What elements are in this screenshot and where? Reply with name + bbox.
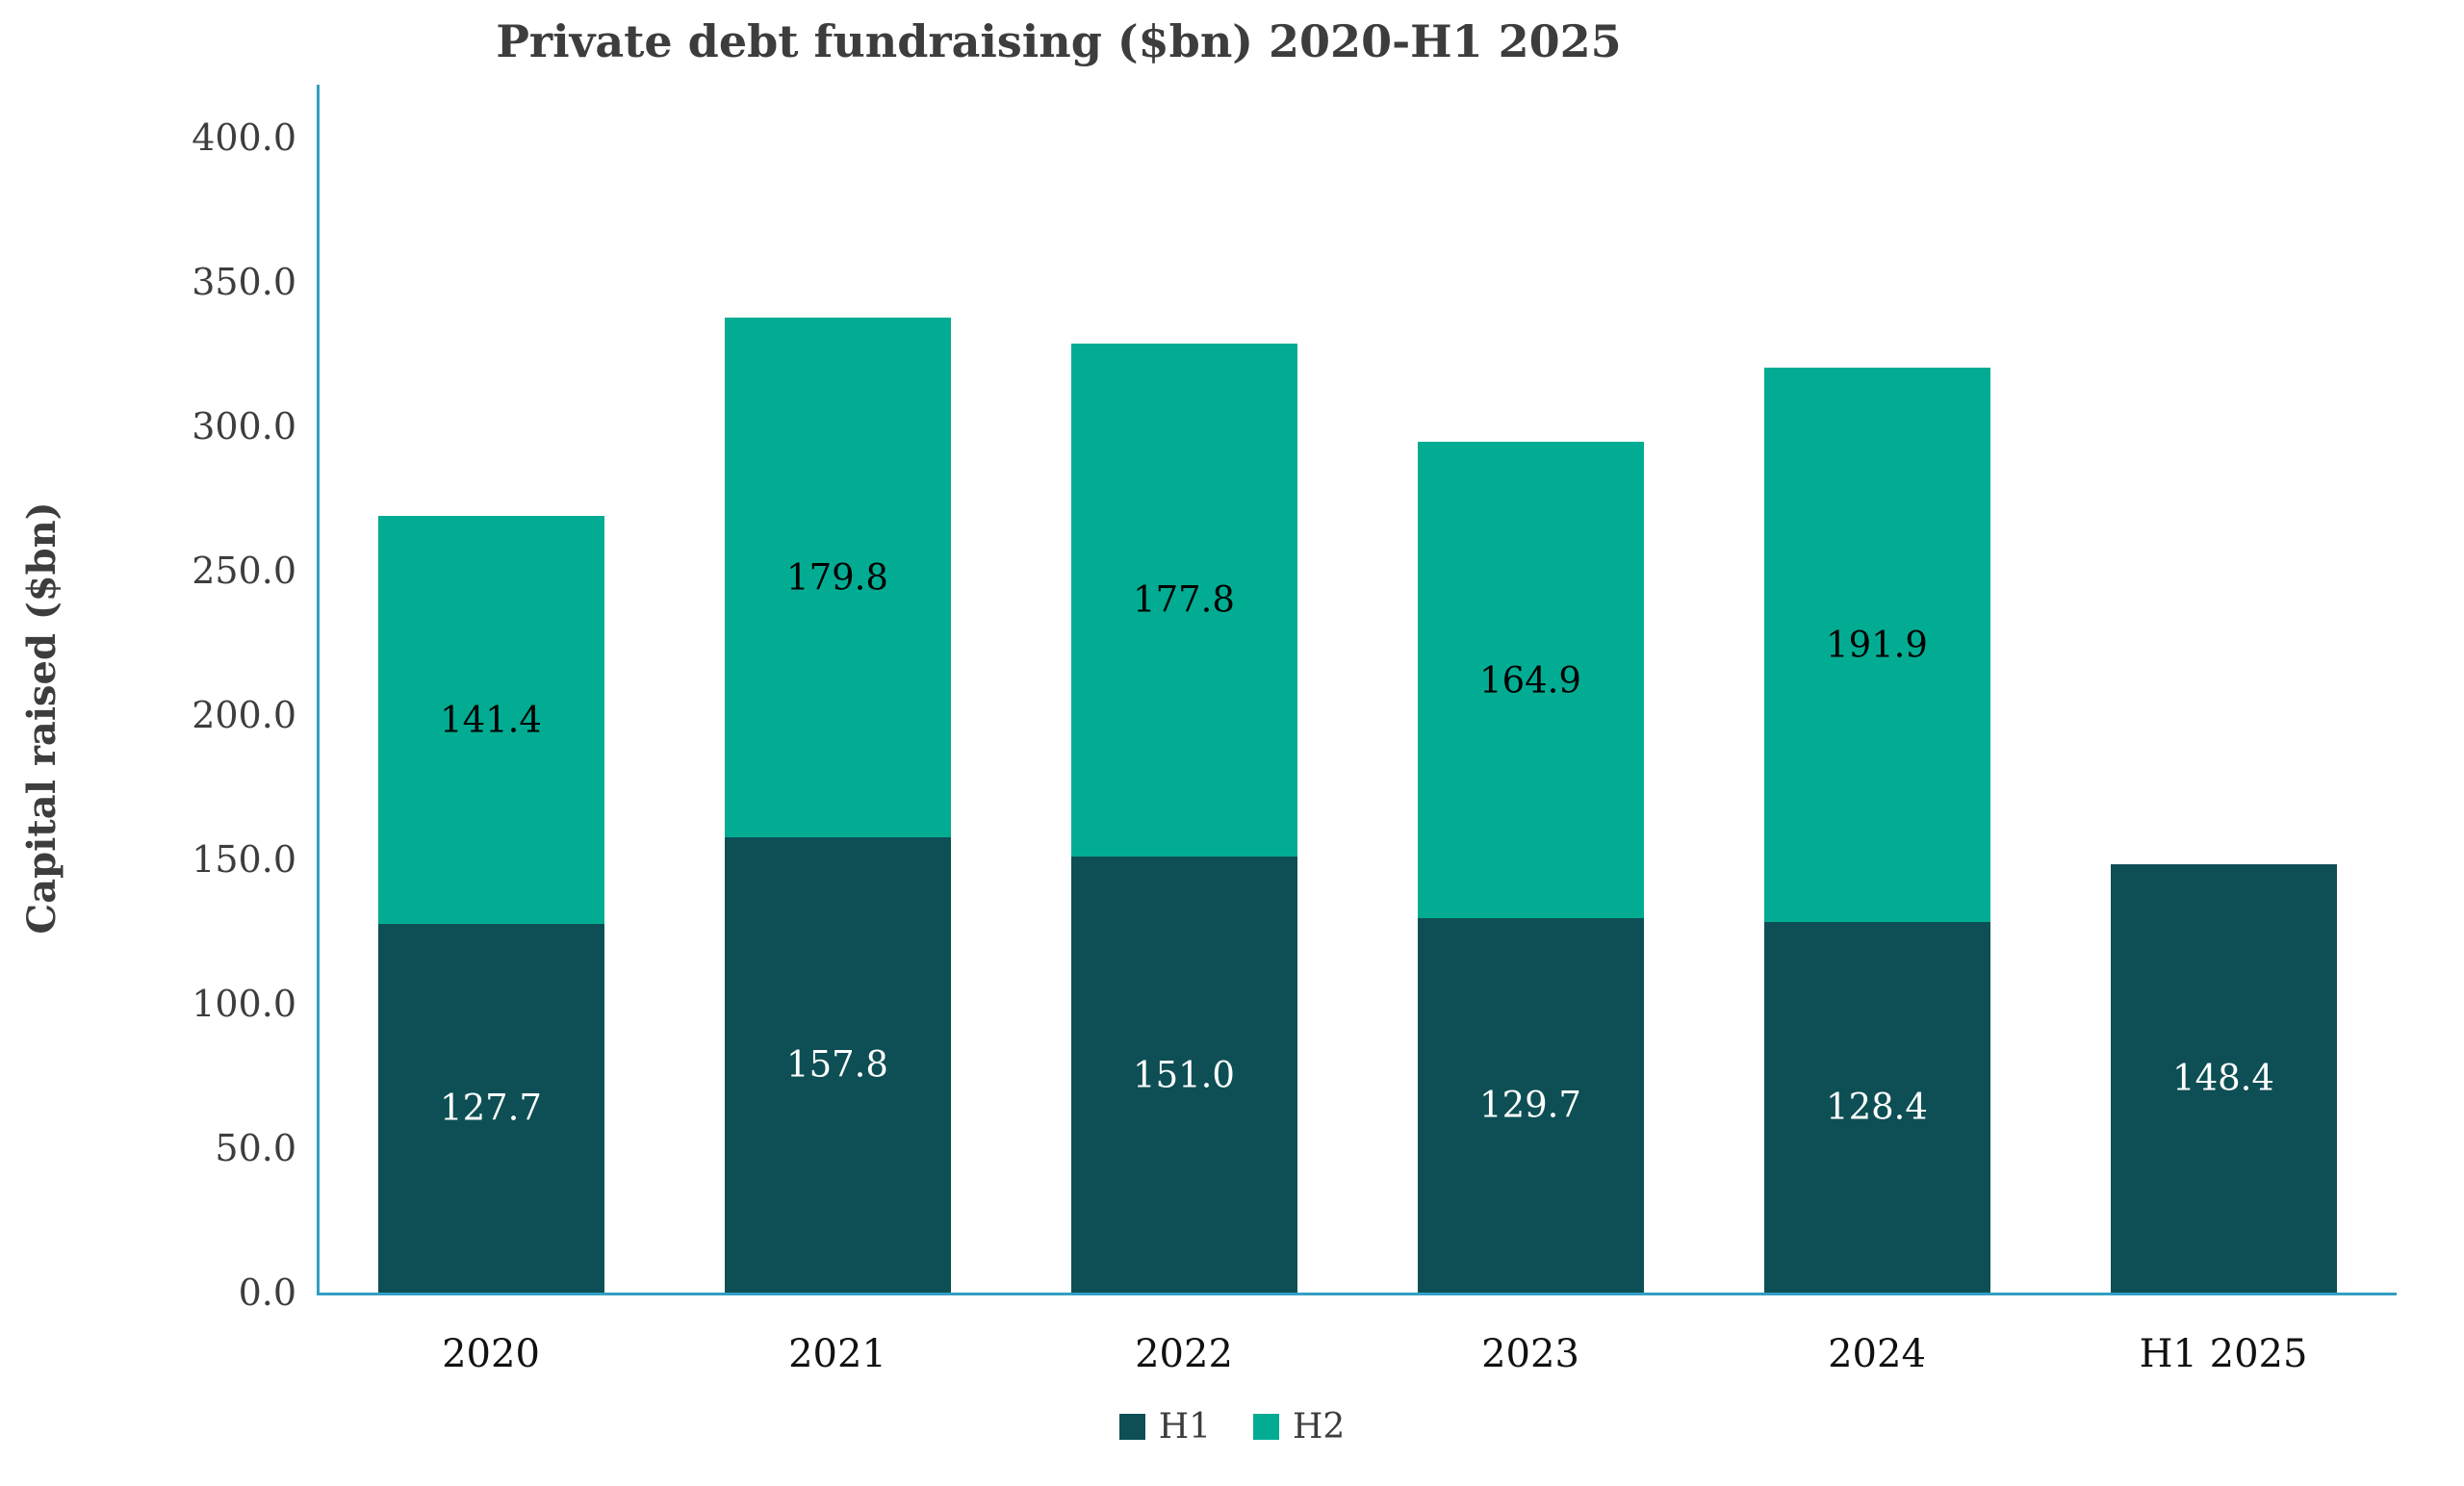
- y-tick-label: 350.0: [192, 261, 296, 303]
- x-axis-line: [317, 1293, 2397, 1295]
- y-tick-label: 150.0: [192, 838, 296, 881]
- legend-item-h2: H2: [1253, 1407, 1345, 1447]
- legend-item-h1: H1: [1118, 1407, 1211, 1447]
- y-axis-line: [317, 85, 320, 1295]
- y-tick-label: 50.0: [215, 1127, 296, 1169]
- x-tick-label: H1 2025: [2139, 1332, 2308, 1376]
- x-tick-label: 2021: [788, 1332, 886, 1376]
- chart-title: Private debt fundraising ($bn) 2020-H1 2…: [496, 15, 1622, 67]
- bar-segment-h1-h1-2025: [2110, 863, 2337, 1293]
- bar-segment-h2-2021: [724, 318, 951, 837]
- bar-value-label: 128.4: [1826, 1086, 1928, 1128]
- x-tick-label: 2023: [1481, 1332, 1579, 1376]
- legend-color-swatch: [1253, 1414, 1279, 1440]
- y-tick-label: 200.0: [192, 694, 296, 736]
- bar-value-label: 179.8: [786, 556, 888, 599]
- x-tick-label: 2020: [442, 1332, 540, 1376]
- bar-segment-h1-2021: [724, 836, 951, 1293]
- bar-value-label: 191.9: [1826, 624, 1928, 666]
- bar-value-label: 148.4: [2172, 1057, 2274, 1099]
- bar-segment-h1-2024: [1763, 921, 1990, 1293]
- legend: H1 H2: [0, 1407, 2464, 1447]
- bar-segment-h2-2023: [1417, 442, 1644, 918]
- bar-segment-h1-2022: [1070, 857, 1297, 1293]
- bar-value-label: 127.7: [440, 1087, 542, 1129]
- bar-value-label: 157.8: [786, 1043, 888, 1086]
- bar-value-label: 151.0: [1133, 1054, 1235, 1095]
- y-tick-label: 300.0: [192, 405, 296, 448]
- bar-value-label: 177.8: [1133, 578, 1235, 621]
- legend-color-swatch: [1118, 1414, 1145, 1440]
- y-tick-label: 400.0: [192, 116, 296, 159]
- bar-segment-h2-2020: [377, 515, 604, 924]
- x-tick-label: 2022: [1135, 1332, 1233, 1376]
- legend-label: H1: [1158, 1407, 1211, 1447]
- x-tick-label: 2024: [1828, 1332, 1926, 1376]
- y-tick-label: 0.0: [238, 1271, 296, 1314]
- legend-label: H2: [1293, 1407, 1346, 1447]
- y-axis-title: Capital raised ($bn): [19, 501, 64, 935]
- bar-value-label: 129.7: [1479, 1084, 1581, 1126]
- bar-segment-h2-2024: [1763, 368, 1990, 922]
- bar-segment-h1-2023: [1417, 917, 1644, 1293]
- bar-value-label: 141.4: [440, 699, 542, 741]
- bar-segment-h1-2020: [377, 923, 604, 1293]
- y-tick-label: 100.0: [192, 983, 296, 1025]
- y-tick-label: 250.0: [192, 550, 296, 592]
- bar-value-label: 164.9: [1479, 659, 1581, 702]
- bar-segment-h2-2022: [1070, 343, 1297, 857]
